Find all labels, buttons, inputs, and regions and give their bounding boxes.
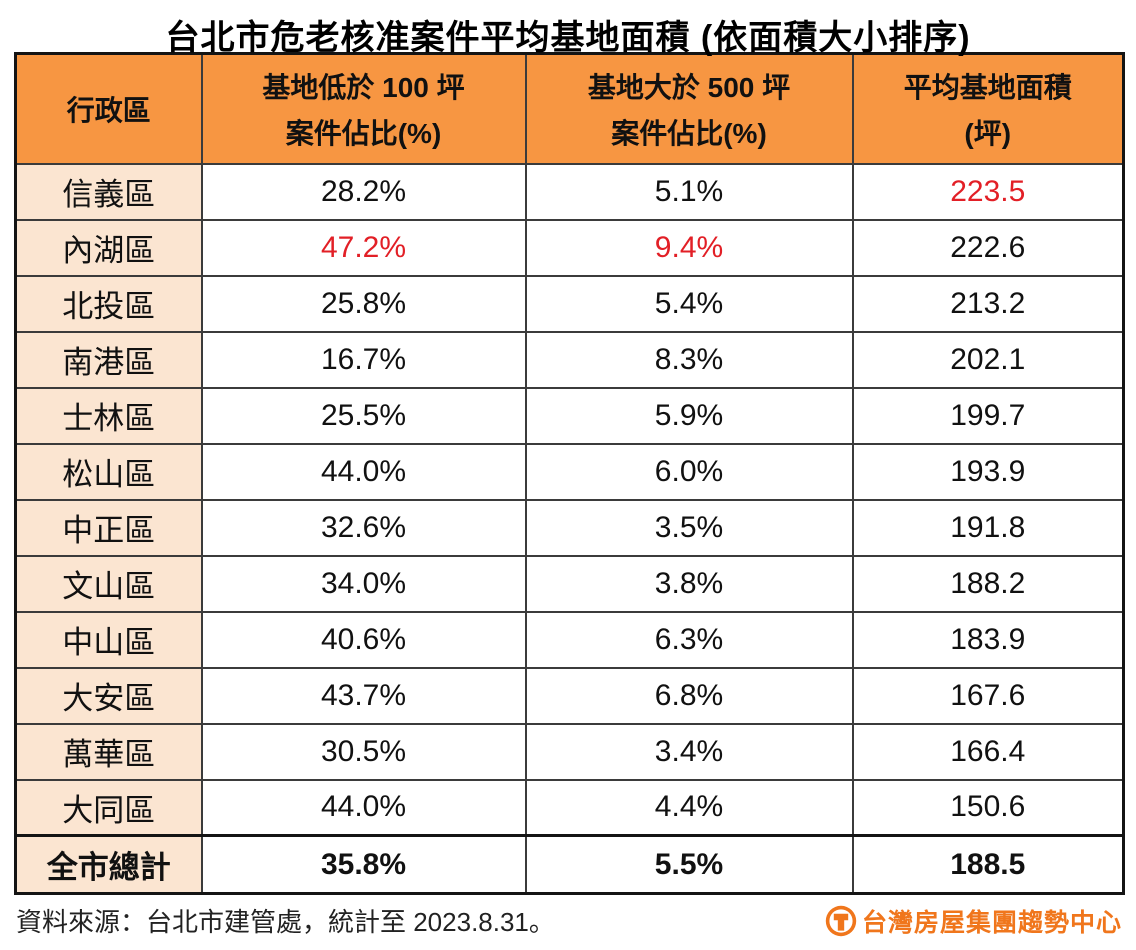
cell-district: 大同區	[14, 778, 203, 837]
district-data-table: 行政區 基地低於 100 坪 案件佔比(%) 基地大於 500 坪 案件佔比(%…	[14, 52, 1125, 895]
cell-avg-area: 188.2	[851, 554, 1125, 613]
cell-avg-area-total: 188.5	[851, 834, 1125, 895]
cell-over500-total: 5.5%	[524, 834, 854, 895]
cell-under100: 44.0%	[200, 442, 527, 501]
cell-district: 中正區	[14, 498, 203, 557]
cell-under100: 25.5%	[200, 386, 527, 445]
cell-under100: 30.5%	[200, 722, 527, 781]
cell-district: 內湖區	[14, 218, 203, 277]
cell-over500: 9.4%	[524, 218, 854, 277]
cell-over500: 4.4%	[524, 778, 854, 837]
cell-over500: 8.3%	[524, 330, 854, 389]
cell-district: 士林區	[14, 386, 203, 445]
cell-district: 文山區	[14, 554, 203, 613]
table-row: 萬華區 30.5% 3.4% 166.4	[14, 722, 1125, 781]
table-row-total: 全市總計 35.8% 5.5% 188.5	[14, 834, 1125, 895]
cell-over500: 5.9%	[524, 386, 854, 445]
table-row: 信義區 28.2% 5.1% 223.5	[14, 162, 1125, 221]
cell-over500: 3.5%	[524, 498, 854, 557]
header-row: 行政區 基地低於 100 坪 案件佔比(%) 基地大於 500 坪 案件佔比(%…	[14, 52, 1125, 165]
table-header: 行政區 基地低於 100 坪 案件佔比(%) 基地大於 500 坪 案件佔比(%…	[14, 52, 1125, 165]
data-source-note: 資料來源：台北市建管處，統計至 2023.8.31。	[16, 907, 555, 937]
header-over500-line2: 案件佔比(%)	[611, 117, 767, 149]
page-title: 台北市危老核准案件平均基地面積 (依面積大小排序)	[165, 19, 971, 57]
cell-over500: 3.4%	[524, 722, 854, 781]
cell-avg-area: 191.8	[851, 498, 1125, 557]
cell-district: 中山區	[14, 610, 203, 669]
table-row: 大同區 44.0% 4.4% 150.6	[14, 778, 1125, 837]
table-row: 士林區 25.5% 5.9% 199.7	[14, 386, 1125, 445]
table-row: 內湖區 47.2% 9.4% 222.6	[14, 218, 1125, 277]
cell-under100: 44.0%	[200, 778, 527, 837]
cell-over500: 6.3%	[524, 610, 854, 669]
cell-avg-area: 199.7	[851, 386, 1125, 445]
cell-avg-area: 223.5	[851, 162, 1125, 221]
cell-under100-total: 35.8%	[200, 834, 527, 895]
cell-avg-area: 213.2	[851, 274, 1125, 333]
cell-avg-area: 193.9	[851, 442, 1125, 501]
footer: 資料來源：台北市建管處，統計至 2023.8.31。 台灣房屋集團趨勢中心	[0, 895, 1136, 939]
taiwan-housing-logo: 台灣房屋集團趨勢中心	[825, 903, 1122, 939]
cell-over500: 3.8%	[524, 554, 854, 613]
cell-over500: 6.8%	[524, 666, 854, 725]
table-row: 北投區 25.8% 5.4% 213.2	[14, 274, 1125, 333]
header-avg-line2: (坪)	[964, 117, 1012, 149]
table-row: 中山區 40.6% 6.3% 183.9	[14, 610, 1125, 669]
cell-avg-area: 183.9	[851, 610, 1125, 669]
cell-under100: 28.2%	[200, 162, 527, 221]
cell-under100: 32.6%	[200, 498, 527, 557]
taiwan-housing-logo-icon	[825, 905, 857, 936]
cell-avg-area: 150.6	[851, 778, 1125, 837]
cell-under100: 40.6%	[200, 610, 527, 669]
table-row: 大安區 43.7% 6.8% 167.6	[14, 666, 1125, 725]
cell-district-total: 全市總計	[14, 834, 203, 895]
cell-under100: 47.2%	[200, 218, 527, 277]
header-over500: 基地大於 500 坪 案件佔比(%)	[524, 52, 854, 165]
cell-over500: 5.1%	[524, 162, 854, 221]
table-row: 中正區 32.6% 3.5% 191.8	[14, 498, 1125, 557]
cell-under100: 16.7%	[200, 330, 527, 389]
cell-avg-area: 202.1	[851, 330, 1125, 389]
header-avg-line1: 平均基地面積	[903, 71, 1072, 103]
header-district: 行政區	[14, 52, 203, 165]
cell-avg-area: 167.6	[851, 666, 1125, 725]
cell-district: 北投區	[14, 274, 203, 333]
header-under100-line2: 案件佔比(%)	[285, 117, 442, 149]
table-row: 文山區 34.0% 3.8% 188.2	[14, 554, 1125, 613]
header-under100-line1: 基地低於 100 坪	[262, 71, 465, 103]
cell-avg-area: 222.6	[851, 218, 1125, 277]
cell-district: 松山區	[14, 442, 203, 501]
cell-district: 信義區	[14, 162, 203, 221]
cell-under100: 34.0%	[200, 554, 527, 613]
cell-district: 萬華區	[14, 722, 203, 781]
header-avg-area: 平均基地面積 (坪)	[851, 52, 1125, 165]
table-body: 信義區 28.2% 5.1% 223.5 內湖區 47.2% 9.4% 222.…	[14, 162, 1125, 895]
cell-over500: 5.4%	[524, 274, 854, 333]
table-row: 松山區 44.0% 6.0% 193.9	[14, 442, 1125, 501]
header-over500-line1: 基地大於 500 坪	[587, 71, 791, 103]
cell-avg-area: 166.4	[851, 722, 1125, 781]
table-row: 南港區 16.7% 8.3% 202.1	[14, 330, 1125, 389]
header-under100: 基地低於 100 坪 案件佔比(%)	[200, 52, 527, 165]
cell-district: 南港區	[14, 330, 203, 389]
cell-over500: 6.0%	[524, 442, 854, 501]
cell-under100: 25.8%	[200, 274, 527, 333]
cell-under100: 43.7%	[200, 666, 527, 725]
header-district-label: 行政區	[66, 94, 151, 126]
logo-text: 台灣房屋集團趨勢中心	[861, 908, 1122, 937]
cell-district: 大安區	[14, 666, 203, 725]
